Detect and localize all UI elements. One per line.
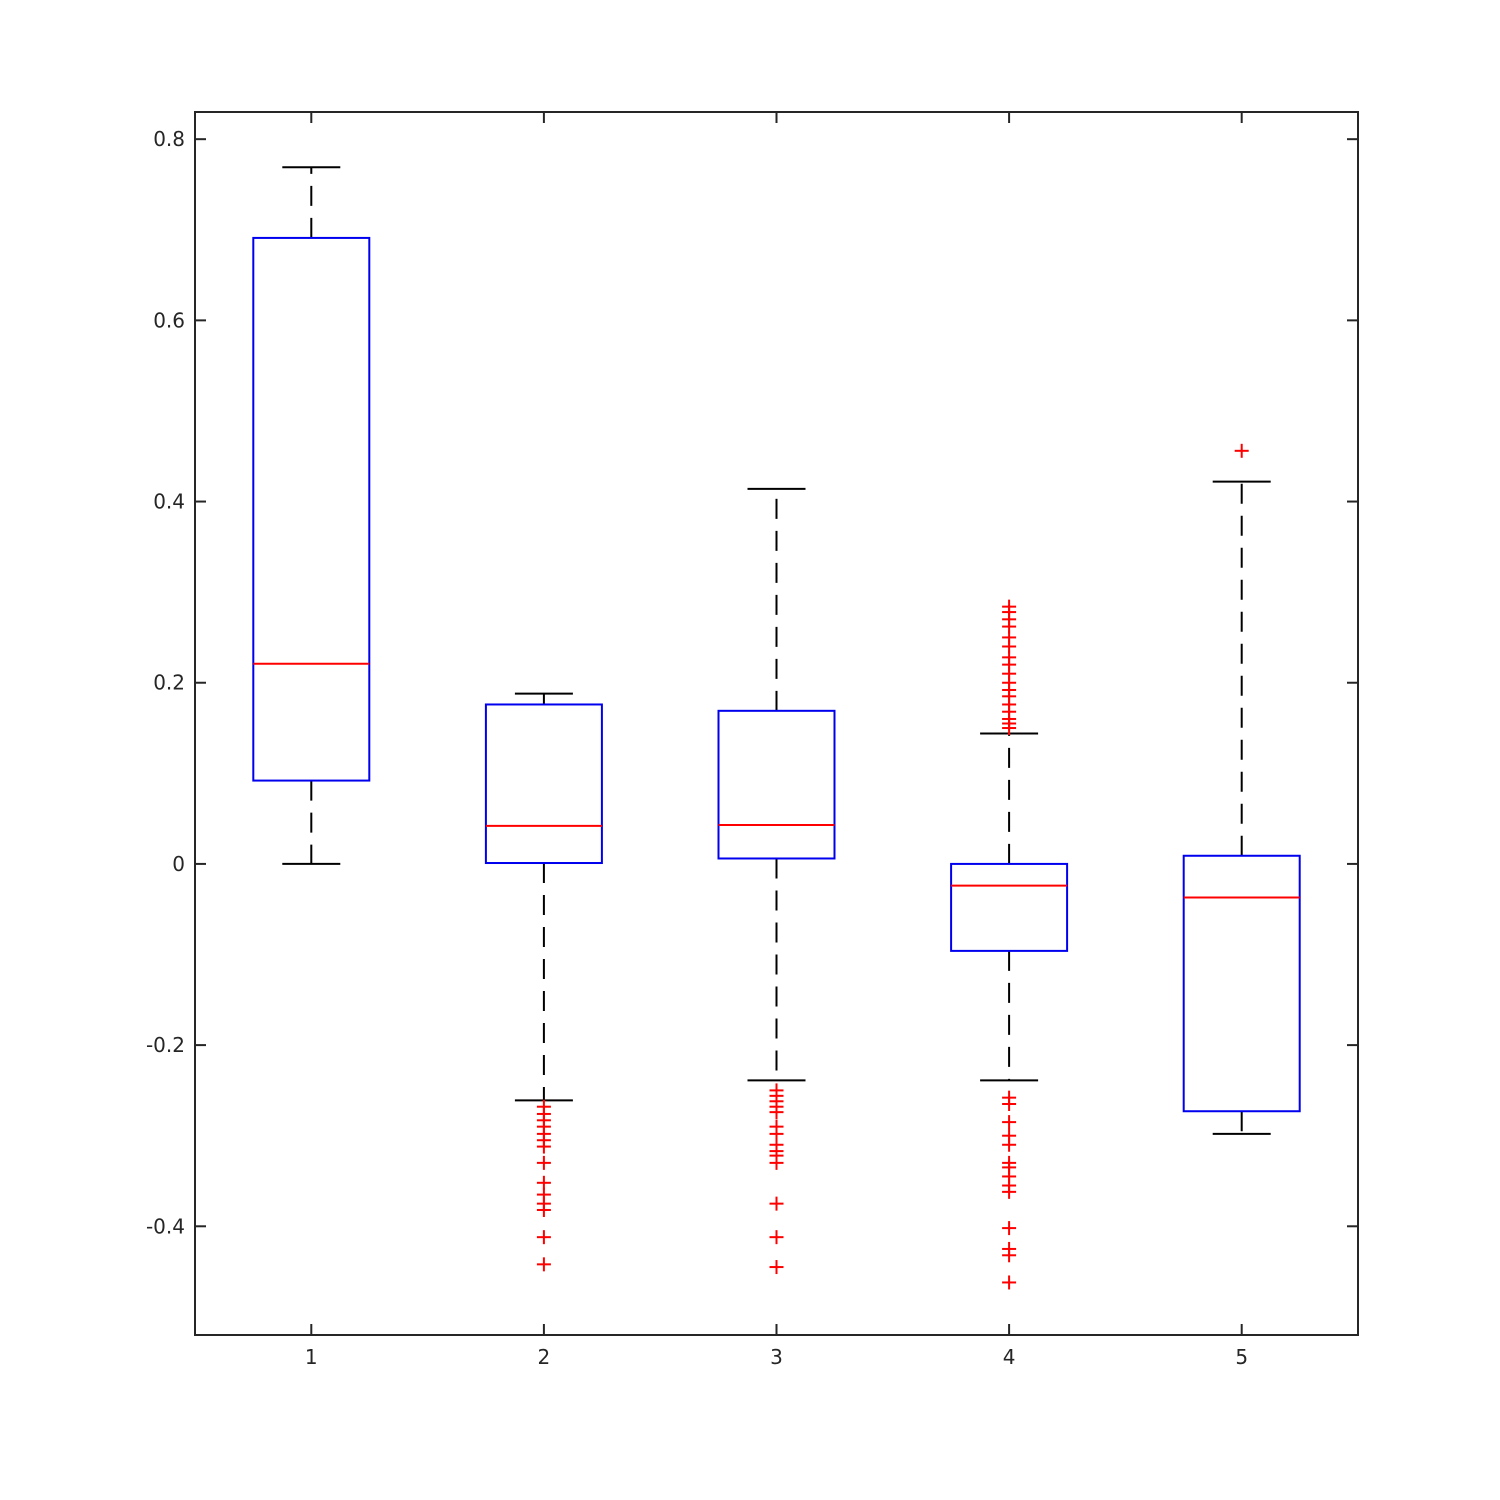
box-group-3 — [717, 487, 836, 1275]
y-tick-label: 0.8 — [153, 127, 185, 151]
box-iqr — [1182, 854, 1301, 1113]
y-tick-label: 0.4 — [153, 490, 185, 514]
y-tick-label: 0 — [172, 852, 185, 876]
outlier-marker — [1002, 1184, 1017, 1199]
outlier-marker — [769, 1105, 784, 1120]
outlier-marker — [769, 1230, 784, 1245]
box-group-4 — [950, 599, 1069, 1290]
outlier-marker — [769, 1155, 784, 1170]
box-iqr — [717, 709, 836, 860]
x-tick-label: 3 — [770, 1345, 783, 1369]
axis-ticks: -0.4 -0.2 0 0.2 0.4 0.6 0.8 1 2 3 4 5 — [146, 112, 1358, 1369]
outlier-marker — [1002, 1248, 1017, 1263]
box-iqr — [950, 862, 1069, 952]
y-tick-label: -0.2 — [146, 1033, 185, 1057]
box-group-1 — [252, 166, 371, 865]
outlier-marker — [1002, 1275, 1017, 1290]
box-iqr — [484, 703, 603, 865]
x-tick-label: 4 — [1003, 1345, 1016, 1369]
x-tick-label: 2 — [538, 1345, 551, 1369]
outlier-marker — [769, 1260, 784, 1275]
outlier-marker — [536, 1257, 551, 1272]
y-tick-label: -0.4 — [146, 1214, 185, 1238]
outlier-marker — [1002, 1137, 1017, 1152]
y-tick-label: 0.2 — [153, 671, 185, 695]
plot-frame — [194, 111, 1359, 1336]
box-group-5 — [1182, 443, 1301, 1135]
outlier-marker — [536, 1202, 551, 1217]
x-tick-label: 1 — [305, 1345, 318, 1369]
x-tick-label: 5 — [1235, 1345, 1248, 1369]
outlier-marker — [536, 1139, 551, 1154]
outlier-marker — [536, 1230, 551, 1245]
box-group-2 — [484, 692, 603, 1272]
box-iqr — [252, 236, 371, 782]
outlier-marker — [536, 1155, 551, 1170]
outlier-marker — [536, 1175, 551, 1190]
outlier-marker — [1234, 443, 1249, 458]
outlier-marker — [1002, 1115, 1017, 1130]
y-tick-label: 0.6 — [153, 308, 185, 332]
outlier-marker — [1002, 1096, 1017, 1111]
outlier-marker — [1002, 1221, 1017, 1236]
chart-marks — [252, 166, 1301, 1290]
outlier-marker — [769, 1196, 784, 1211]
outlier-marker — [1002, 721, 1017, 736]
